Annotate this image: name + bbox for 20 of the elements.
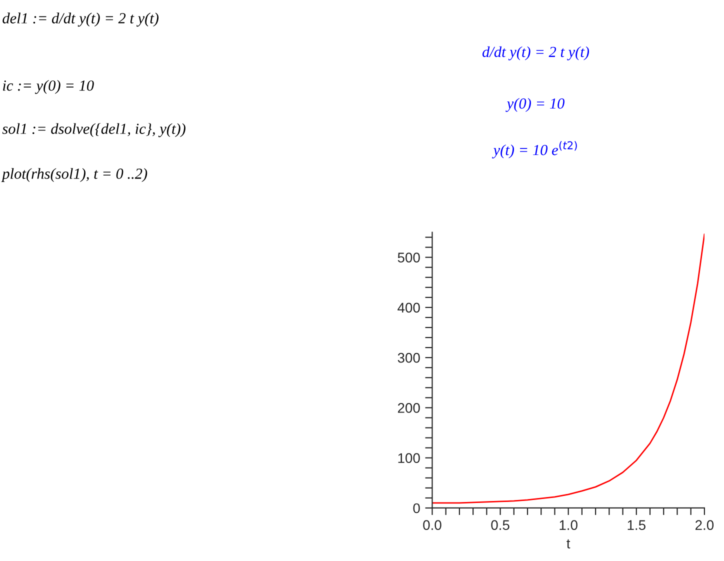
x-tick-label: 1.5 <box>628 520 646 530</box>
text: sol1 := dsolve({del1, ic}, y(t)) <box>2 123 186 138</box>
text: plot(rhs(sol1), t = 0 ..2) <box>1 168 148 182</box>
y-tick-label: 500 <box>398 252 420 262</box>
x-tick-label: 0.0 <box>423 520 442 530</box>
line-series <box>432 234 704 504</box>
y-tick-label: 0 <box>413 503 420 514</box>
text: y(0) = 10 <box>506 98 564 112</box>
x-tick-label: 0.5 <box>491 520 510 530</box>
y-tick-label: 200 <box>398 403 420 413</box>
y-tick-label: 300 <box>398 352 420 363</box>
text: del1 := d/dt y(t) = 2 t y(t) <box>2 12 158 27</box>
y-tick-label: 100 <box>398 453 420 464</box>
y-tick-label: 400 <box>398 302 420 313</box>
x-tick-label: 1.0 <box>560 520 578 530</box>
text: ic := y(0) = 10 <box>3 80 94 94</box>
x-tick-label: 2.0 <box>696 520 714 530</box>
text: d/dt y(t) = 2 t y(t) <box>482 46 590 60</box>
x-axis-title: t <box>566 539 570 548</box>
text: y(t) = 10 e$^{(t2)}$ <box>492 141 577 158</box>
